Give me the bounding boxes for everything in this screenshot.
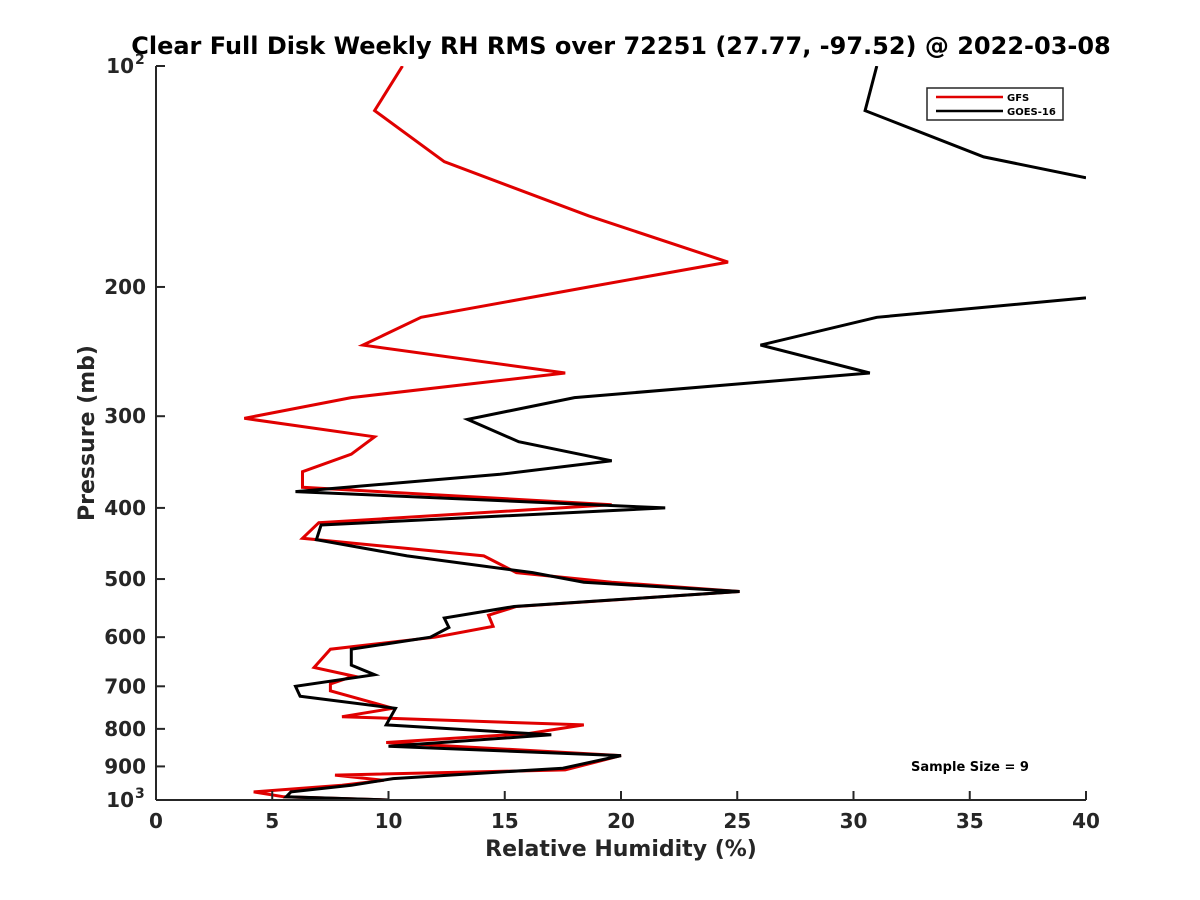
series-layer [244, 66, 1086, 800]
y-tick-label: 600 [104, 625, 146, 649]
x-tick-label: 40 [1072, 809, 1100, 833]
x-tick-label: 30 [840, 809, 868, 833]
y-tick-exponent: 2 [135, 52, 145, 68]
legend-label-gfs: GFS [1007, 93, 1029, 104]
x-tick-label: 35 [956, 809, 984, 833]
x-tick-label: 0 [149, 809, 163, 833]
x-tick-label: 10 [375, 809, 403, 833]
y-tick-label: 500 [104, 567, 146, 591]
y-tick-label: 200 [104, 275, 146, 299]
y-tick-exponent: 3 [135, 786, 145, 802]
x-axis-label: Relative Humidity (%) [485, 837, 757, 862]
y-tick-label: 800 [104, 717, 146, 741]
y-tick-label: 10 [106, 54, 134, 78]
sample-size-annotation: Sample Size = 9 [911, 760, 1029, 775]
x-tick-label: 15 [491, 809, 519, 833]
chart-title: Clear Full Disk Weekly RH RMS over 72251… [131, 32, 1111, 60]
x-tick-label: 5 [265, 809, 279, 833]
y-tick-label: 300 [104, 404, 146, 428]
legend-label-goes16: GOES-16 [1007, 107, 1056, 118]
x-ticks: 0 5 10 15 20 25 30 35 40 [149, 791, 1100, 833]
legend: GFS GOES-16 [926, 87, 1064, 121]
series-line-goes16 [282, 66, 1086, 800]
axes [155, 66, 1086, 801]
y-tick-label: 10 [106, 788, 134, 812]
series-line-gfs [244, 66, 740, 800]
y-tick-label: 900 [104, 754, 146, 778]
x-tick-label: 20 [607, 809, 635, 833]
x-tick-label: 25 [723, 809, 751, 833]
y-tick-label: 700 [104, 674, 146, 698]
y-axis-label: Pressure (mb) [75, 345, 100, 521]
legend-box [926, 87, 1064, 121]
y-tick-label: 400 [104, 496, 146, 520]
